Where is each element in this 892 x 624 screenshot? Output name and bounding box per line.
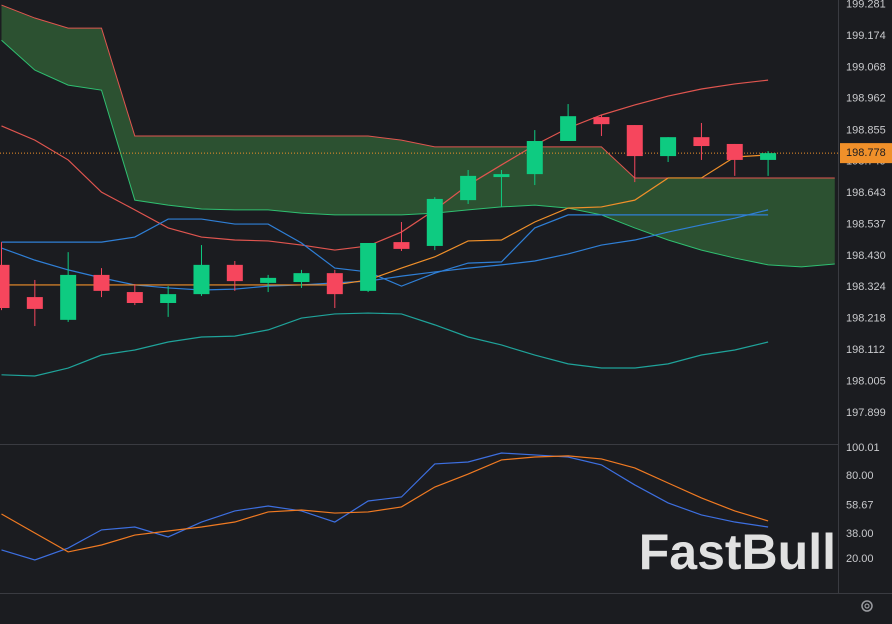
y-tick-label: 198.855 — [846, 124, 886, 136]
y-tick-label: 198.430 — [846, 250, 886, 262]
gear-hub[interactable] — [864, 603, 870, 609]
candle-body — [26, 297, 43, 309]
candle-body — [126, 292, 143, 303]
candle-body — [493, 174, 510, 178]
candle-body — [460, 175, 477, 201]
indicator-line — [1, 79, 769, 251]
price-tag-label: 198.778 — [846, 147, 886, 159]
y-tick-label: 198.324 — [846, 281, 886, 293]
candle-body — [660, 137, 677, 157]
y-tick-label: 80.00 — [846, 470, 874, 482]
candle-body — [293, 273, 310, 283]
candle-body — [693, 137, 710, 147]
candle-body — [526, 141, 543, 175]
indicator-line — [1, 214, 769, 287]
watermark: FastBull — [639, 524, 836, 580]
indicator-line — [1, 154, 769, 286]
y-tick-label: 198.643 — [846, 187, 886, 199]
candle-body — [226, 264, 243, 282]
candle-body — [393, 242, 410, 249]
candle-body — [560, 116, 577, 142]
candle-body — [326, 273, 343, 295]
candle-body — [0, 264, 10, 309]
cloud-lower-line — [1, 39, 835, 268]
indicator-line — [1, 312, 769, 377]
candle-body — [360, 242, 377, 291]
settings-icon[interactable] — [861, 600, 873, 612]
candle-body — [760, 153, 777, 160]
candle-body — [626, 125, 643, 157]
candle-body — [193, 264, 210, 295]
y-tick-label: 199.174 — [846, 30, 886, 42]
y-tick-label: 198.112 — [846, 344, 885, 356]
y-tick-label: 197.899 — [846, 407, 886, 419]
oscillator-line — [1, 455, 769, 553]
candle-body — [60, 274, 77, 320]
candle-body — [93, 274, 110, 291]
y-tick-label: 198.962 — [846, 93, 886, 105]
candle-body — [726, 143, 743, 160]
candle-body — [260, 277, 277, 283]
candle-body — [160, 294, 177, 303]
y-tick-label: 198.218 — [846, 313, 886, 325]
oscillator-line — [1, 452, 769, 561]
y-tick-label: 198.005 — [846, 376, 886, 388]
candle-body — [593, 117, 610, 125]
price-tag — [840, 143, 892, 164]
gear-ring[interactable] — [861, 600, 873, 612]
candle-body — [426, 198, 443, 246]
plot-layer — [0, 4, 838, 561]
axes-layer: 199.281 199.174 199.068 198.962 198.855 198.7… — [840, 0, 892, 565]
y-tick-label: 198.537 — [846, 218, 886, 230]
y-tick-label: 100.01 — [846, 442, 880, 454]
y-tick-label: 199.281 — [846, 0, 886, 10]
y-tick-label: 58.67 — [846, 499, 874, 511]
y-tick-label: 20.00 — [846, 553, 874, 565]
y-tick-label: 199.068 — [846, 61, 886, 73]
y-tick-label: 38.00 — [846, 528, 874, 540]
